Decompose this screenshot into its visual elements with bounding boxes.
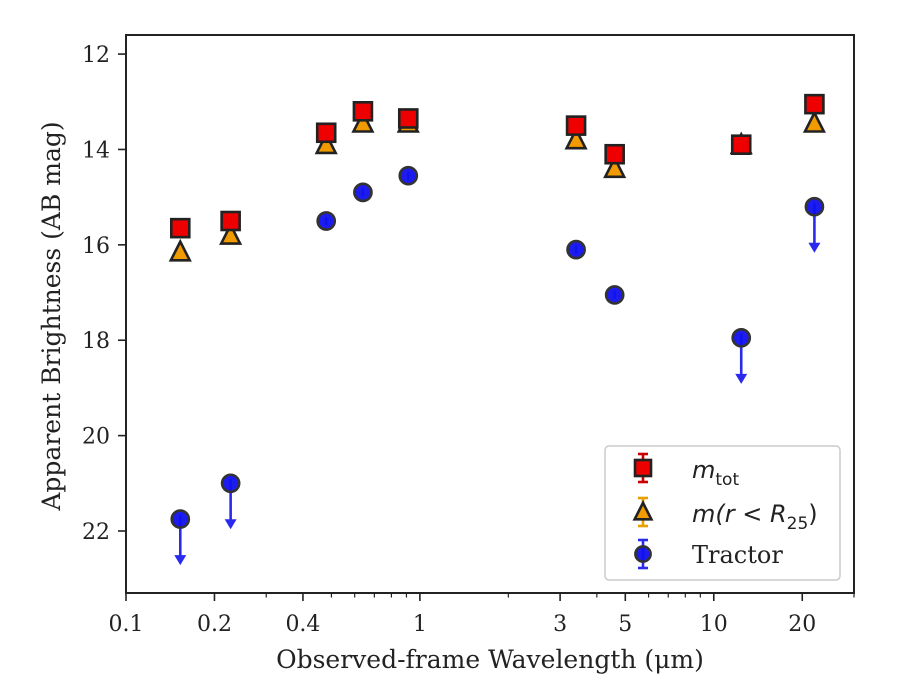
mr25-point bbox=[168, 238, 192, 262]
legend: mtot m(r < R25) Tractor bbox=[604, 445, 841, 581]
mr25-point bbox=[219, 222, 243, 245]
y-tick-label: 20 bbox=[82, 425, 110, 450]
tractor-point bbox=[353, 182, 373, 203]
upper-limit-arrowhead bbox=[735, 373, 748, 384]
mtot-point bbox=[604, 143, 625, 165]
tractor-point bbox=[316, 211, 337, 231]
mtot-point bbox=[352, 101, 374, 122]
tractor-point bbox=[566, 239, 586, 260]
tractor-point bbox=[398, 165, 419, 186]
mtot-point bbox=[169, 217, 191, 239]
x-tick-label: 1 bbox=[413, 612, 427, 637]
mr25-point bbox=[802, 110, 826, 133]
tractor-point bbox=[804, 196, 825, 217]
legend-tractor-point bbox=[634, 545, 652, 563]
y-tick-label: 12 bbox=[82, 43, 110, 68]
x-tick-label: 0.2 bbox=[197, 612, 232, 637]
upper-limit-arrowhead bbox=[808, 242, 821, 253]
x-tick-label: 3 bbox=[553, 612, 567, 637]
mtot-point bbox=[315, 122, 337, 144]
legend-label-mr25: m(r < R25) bbox=[692, 500, 818, 534]
upper-limit-arrowhead bbox=[174, 555, 187, 566]
y-tick-label: 22 bbox=[82, 520, 110, 545]
mtot-point bbox=[730, 134, 752, 155]
x-tick-label: 10 bbox=[700, 612, 728, 637]
mr25-point bbox=[314, 131, 338, 155]
x-tick-label: 20 bbox=[788, 612, 816, 637]
x-tick-label: 0.4 bbox=[285, 612, 320, 637]
y-tick-label: 16 bbox=[82, 234, 110, 259]
legend-mtot-point bbox=[633, 458, 653, 478]
x-axis-label: Observed-frame Wavelength (μm) bbox=[276, 645, 704, 674]
mtot-point bbox=[397, 108, 419, 129]
legend-mr25-point bbox=[632, 499, 654, 521]
mr25-point bbox=[351, 110, 375, 133]
mr25-point bbox=[564, 126, 588, 150]
y-axis-label: Apparent Brightness (AB mag) bbox=[37, 121, 66, 511]
tractor-point bbox=[604, 285, 625, 305]
legend-label-mtot: mtot bbox=[692, 456, 739, 490]
legend-box bbox=[604, 445, 841, 581]
mtot-point bbox=[565, 115, 587, 136]
mtot-point bbox=[220, 210, 241, 232]
data-marks bbox=[168, 93, 826, 566]
upper-limit-arrowhead bbox=[224, 519, 237, 530]
tractor-point bbox=[170, 509, 191, 529]
mr25-point bbox=[603, 155, 627, 179]
mtot-point bbox=[804, 93, 825, 115]
y-tick-label: 18 bbox=[82, 329, 110, 354]
y-tick-label: 14 bbox=[82, 138, 110, 163]
x-tick-label: 5 bbox=[618, 612, 632, 637]
tractor-point bbox=[220, 473, 241, 494]
axis-ticks: 0.1 0.2 0.4 1 3 5 10 20 12 14 16 18 20 22 bbox=[82, 43, 855, 637]
legend-label-tractor: Tractor bbox=[692, 541, 783, 569]
x-tick-label: 0.1 bbox=[109, 612, 144, 637]
tractor-point bbox=[731, 327, 752, 348]
